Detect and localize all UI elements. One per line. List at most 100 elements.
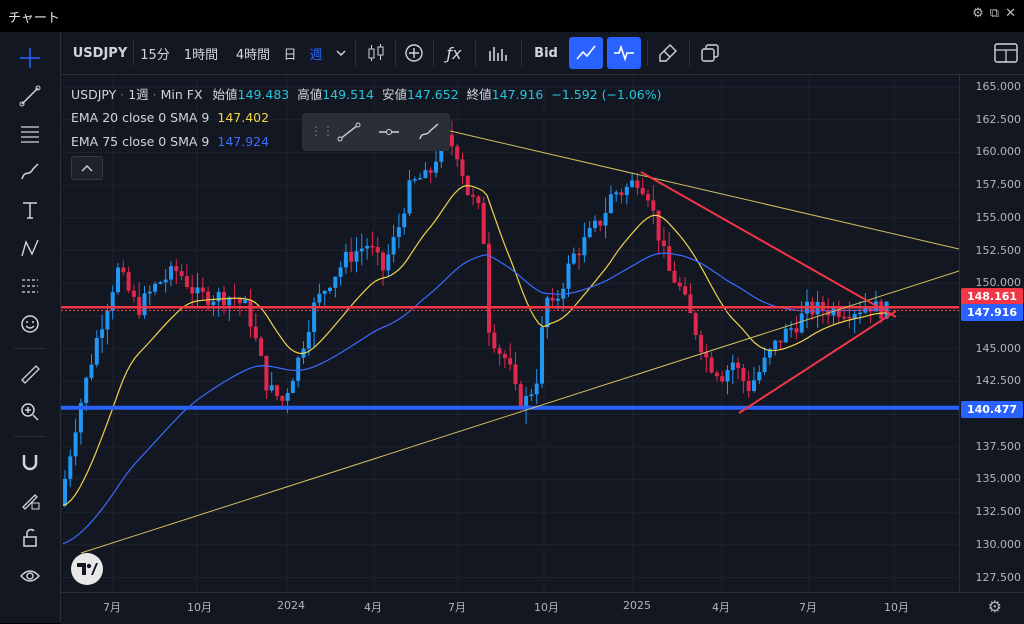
multi-window-icon[interactable]: [693, 32, 727, 74]
legend-open-label: 始値: [212, 87, 238, 102]
trend-chart-icon[interactable]: [569, 37, 603, 69]
price-label: 160.000: [975, 145, 1022, 159]
zoom-in-icon[interactable]: [12, 396, 48, 428]
candle-body: [375, 246, 380, 253]
candle-body: [190, 286, 195, 294]
close-icon[interactable]: ✕: [1005, 6, 1016, 21]
indicators-fx-icon[interactable]: ƒx: [446, 43, 462, 63]
candle-body: [227, 297, 232, 306]
ema75-label: EMA 75 close 0 SMA 9: [71, 134, 210, 149]
candle-body: [333, 276, 338, 288]
ema20-label: EMA 20 close 0 SMA 9: [71, 110, 210, 125]
settings-gear-icon[interactable]: ⚙: [987, 597, 1002, 616]
candle-type-icon[interactable]: [361, 32, 391, 74]
candle-body: [534, 383, 539, 395]
drag-handle-icon[interactable]: ⋮⋮: [310, 124, 334, 138]
candle-body: [455, 146, 460, 160]
pulse-icon[interactable]: [607, 37, 641, 69]
legend-collapse-button[interactable]: [71, 156, 103, 180]
ema20-value: 147.402: [217, 110, 270, 125]
bid-button[interactable]: Bid: [534, 45, 558, 61]
candle-body: [842, 316, 847, 319]
interval-week[interactable]: 週: [309, 47, 323, 63]
candle-body: [487, 243, 491, 333]
candle-body: [714, 372, 719, 377]
time-label: 2025: [623, 599, 651, 612]
candle-body: [280, 396, 285, 401]
magnet-icon[interactable]: [12, 446, 48, 478]
candle-body: [656, 210, 661, 241]
text-tool-icon[interactable]: [12, 194, 48, 226]
candle-body: [471, 194, 476, 197]
price-badge-close: 147.916: [961, 304, 1023, 321]
ruler-icon[interactable]: [12, 358, 48, 390]
prediction-icon[interactable]: [12, 270, 48, 302]
settings-icon[interactable]: ⚙: [972, 6, 984, 21]
floating-drawing-toolbar: ⋮⋮: [302, 113, 450, 151]
time-axis[interactable]: 7月 10月 2024 4月 7月 10月 2025 4月 7月 10月 ⚙: [61, 592, 1024, 624]
eye-icon[interactable]: [12, 560, 48, 592]
candle-body: [513, 364, 518, 385]
candle-body: [778, 340, 783, 343]
price-label: 130.000: [975, 537, 1022, 551]
candle-body: [396, 227, 401, 238]
candle-body: [407, 180, 412, 214]
candle-body: [349, 251, 354, 262]
candle-body: [736, 362, 741, 368]
time-label: 4月: [364, 601, 382, 614]
interval-4h[interactable]: 4時間: [235, 47, 271, 63]
candle-body: [94, 337, 99, 365]
horizontal-line-icon[interactable]: [372, 118, 406, 146]
trend-line-icon[interactable]: [12, 80, 48, 112]
legend-high-label: 高値: [297, 87, 323, 102]
brush-icon[interactable]: [12, 156, 48, 188]
candle-body: [460, 159, 465, 176]
candle-body: [89, 364, 94, 378]
paint-brush-icon[interactable]: [651, 32, 685, 74]
fib-retracement-icon[interactable]: [12, 118, 48, 150]
crosshair-icon[interactable]: [12, 42, 48, 74]
candle-body: [762, 357, 767, 373]
interval-15m[interactable]: 15分: [140, 47, 170, 63]
legend-close-value: 147.916: [491, 87, 544, 102]
compare-add-icon[interactable]: [399, 32, 429, 74]
legend-close-label: 終値: [466, 87, 492, 102]
top-toolbar: USDJPY 15分 1時間 4時間 日 週 ƒx Bid: [61, 32, 1024, 75]
candle-body: [518, 384, 523, 409]
price-axis[interactable]: 165.000 162.500 160.000 157.500 155.000 152.5…: [959, 75, 1024, 592]
candle-body: [163, 279, 168, 283]
interval-1h[interactable]: 1時間: [183, 47, 219, 63]
interval-day[interactable]: 日: [283, 47, 297, 63]
legend-interval: 1週: [128, 87, 149, 102]
price-chart[interactable]: [61, 75, 959, 592]
trend-line-icon[interactable]: [332, 118, 366, 146]
candle-body: [285, 393, 290, 401]
candle-body: [78, 403, 83, 433]
popout-icon[interactable]: ⧉: [989, 6, 1000, 21]
chart-pane[interactable]: [61, 75, 959, 592]
candle-body: [858, 312, 862, 315]
candle-body: [73, 432, 78, 457]
candle-body: [852, 313, 857, 319]
candle-body: [259, 338, 264, 356]
pattern-icon[interactable]: [12, 232, 48, 264]
candle-body: [540, 327, 544, 384]
unlock-icon[interactable]: [12, 522, 48, 554]
candle-body: [646, 194, 650, 201]
candle-body: [105, 310, 110, 330]
lock-drawing-icon[interactable]: [12, 484, 48, 516]
ema20-line: [62, 184, 888, 507]
price-label: 145.000: [975, 341, 1022, 355]
candle-body: [434, 161, 438, 173]
tradingview-logo: [71, 553, 103, 585]
layout-icon[interactable]: [989, 32, 1023, 74]
price-label: 162.500: [975, 112, 1022, 126]
symbol-search-button[interactable]: USDJPY: [72, 45, 128, 61]
bar-chart-icon[interactable]: [481, 32, 515, 74]
candle-body: [677, 282, 682, 287]
candle-body: [587, 228, 592, 238]
chevron-down-icon[interactable]: [331, 32, 351, 74]
legend-symbol: USDJPY: [71, 87, 117, 102]
brush-icon[interactable]: [412, 118, 446, 146]
emoji-icon[interactable]: [12, 308, 48, 340]
